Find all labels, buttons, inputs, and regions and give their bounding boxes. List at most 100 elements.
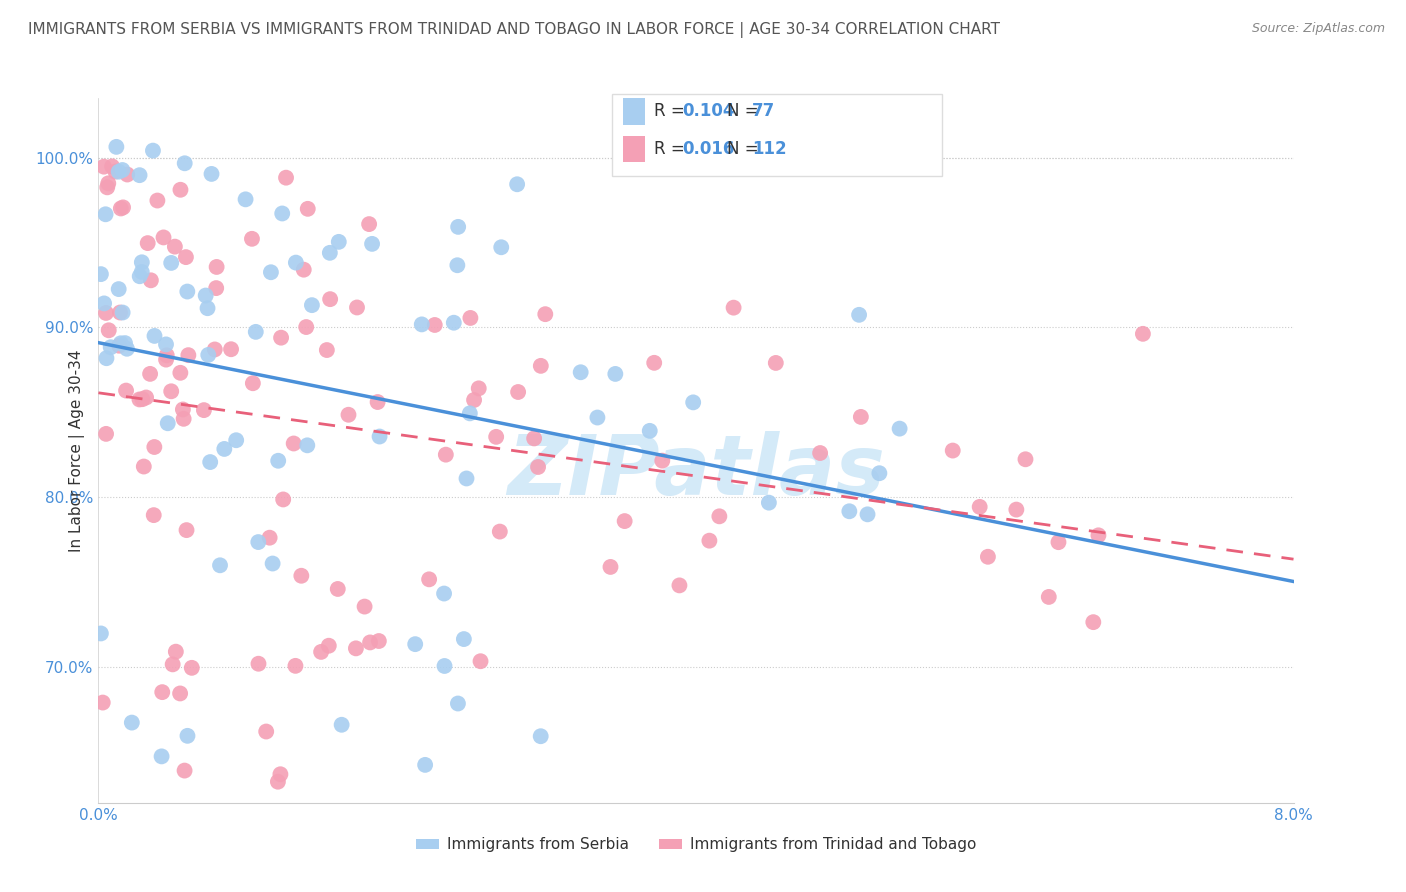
Point <box>319 292 342 306</box>
Point <box>136 236 159 251</box>
Point <box>90 267 112 281</box>
Point <box>225 434 247 448</box>
Point <box>765 356 787 370</box>
Point <box>1083 615 1105 629</box>
Point <box>150 749 173 764</box>
Point <box>91 696 114 710</box>
Point <box>115 384 138 398</box>
Point <box>319 245 342 260</box>
Point <box>337 408 360 422</box>
Point <box>172 402 194 417</box>
Point <box>94 207 117 221</box>
Point <box>193 403 215 417</box>
Point <box>173 156 195 170</box>
Point <box>418 572 440 586</box>
Legend: Immigrants from Serbia, Immigrants from Trinidad and Tobago: Immigrants from Serbia, Immigrants from … <box>409 831 983 859</box>
Point <box>262 557 284 571</box>
Point <box>197 301 219 316</box>
Point <box>176 285 198 299</box>
Point <box>1005 502 1028 516</box>
Point <box>93 160 115 174</box>
Point <box>651 453 673 467</box>
Point <box>470 654 492 668</box>
Point <box>108 339 131 353</box>
Point <box>97 177 120 191</box>
Y-axis label: In Labor Force | Age 30-34: In Labor Force | Age 30-34 <box>69 349 84 552</box>
Point <box>169 183 191 197</box>
Point <box>94 306 117 320</box>
Text: 0.016: 0.016 <box>682 140 734 158</box>
Point <box>889 422 911 436</box>
Point <box>413 757 436 772</box>
Point <box>723 301 745 315</box>
Point <box>361 236 384 251</box>
Point <box>699 533 721 548</box>
Point <box>96 180 118 194</box>
Point <box>173 764 195 778</box>
Point <box>143 440 166 454</box>
Point <box>240 232 263 246</box>
Point <box>309 645 332 659</box>
Point <box>205 281 228 295</box>
Point <box>359 635 381 649</box>
Point <box>284 658 307 673</box>
Point <box>180 661 202 675</box>
Point <box>868 467 890 481</box>
Point <box>143 329 166 343</box>
Point <box>318 639 340 653</box>
Point <box>245 325 267 339</box>
Point <box>100 340 122 354</box>
Point <box>344 641 367 656</box>
Text: R =: R = <box>654 140 690 158</box>
Point <box>447 219 470 234</box>
Point <box>586 410 609 425</box>
Point <box>508 384 530 399</box>
Point <box>458 406 481 420</box>
Point <box>150 685 173 699</box>
Text: 112: 112 <box>752 140 787 158</box>
Point <box>271 206 294 220</box>
Point <box>709 509 731 524</box>
Point <box>942 443 965 458</box>
Point <box>242 376 264 391</box>
Point <box>453 632 475 646</box>
Point <box>131 265 153 279</box>
Point <box>808 446 831 460</box>
Point <box>506 178 529 192</box>
Point <box>530 359 553 373</box>
Point <box>326 582 349 596</box>
Point <box>93 296 115 310</box>
Point <box>254 724 277 739</box>
Point <box>204 343 226 357</box>
Point <box>423 318 446 332</box>
Point <box>346 301 368 315</box>
Point <box>446 258 468 272</box>
Point <box>128 168 150 182</box>
Point <box>132 459 155 474</box>
Point <box>530 729 553 743</box>
Text: N =: N = <box>727 140 763 158</box>
Point <box>411 318 433 332</box>
Point <box>174 250 197 264</box>
Point <box>605 367 627 381</box>
Point <box>111 163 134 178</box>
Point <box>194 288 217 302</box>
Point <box>104 164 127 178</box>
Point <box>1132 326 1154 341</box>
Point <box>368 429 391 443</box>
Point <box>152 230 174 244</box>
Point <box>848 308 870 322</box>
Point <box>969 500 991 514</box>
Point <box>110 336 132 351</box>
Point <box>162 657 184 672</box>
Point <box>101 160 124 174</box>
Point <box>176 729 198 743</box>
Point <box>838 504 860 518</box>
Point <box>260 265 283 279</box>
Point <box>197 348 219 362</box>
Point <box>534 307 557 321</box>
Point <box>485 430 508 444</box>
Point <box>114 336 136 351</box>
Point <box>156 417 179 431</box>
Point <box>128 269 150 284</box>
